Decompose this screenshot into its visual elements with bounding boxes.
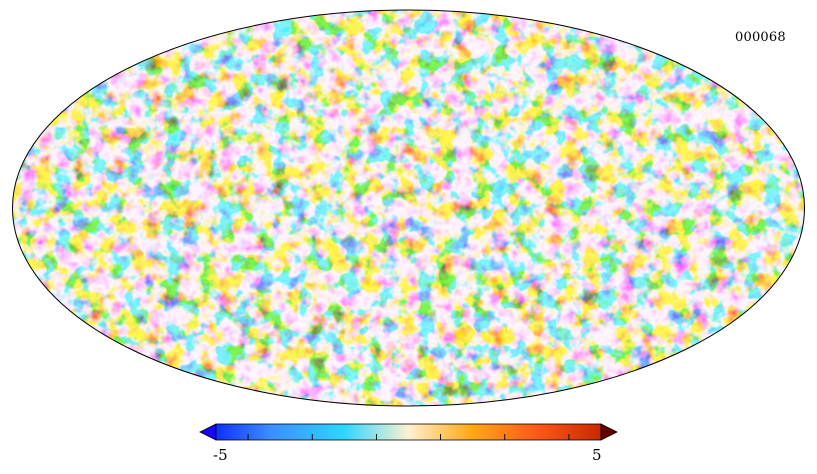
map-outline bbox=[12, 9, 805, 407]
colorbar-min-label: -5 bbox=[213, 446, 228, 464]
colorbar-gradient bbox=[215, 423, 602, 441]
colorbar-high-extend bbox=[600, 423, 618, 441]
colorbar-max-label: 5 bbox=[592, 446, 602, 464]
cmb-temperature-field bbox=[12, 10, 805, 406]
colorbar-ticks bbox=[247, 434, 570, 440]
colorbar-low-extend bbox=[199, 423, 217, 441]
map-id-label: 000068 bbox=[735, 30, 786, 45]
colorbar bbox=[199, 423, 618, 441]
